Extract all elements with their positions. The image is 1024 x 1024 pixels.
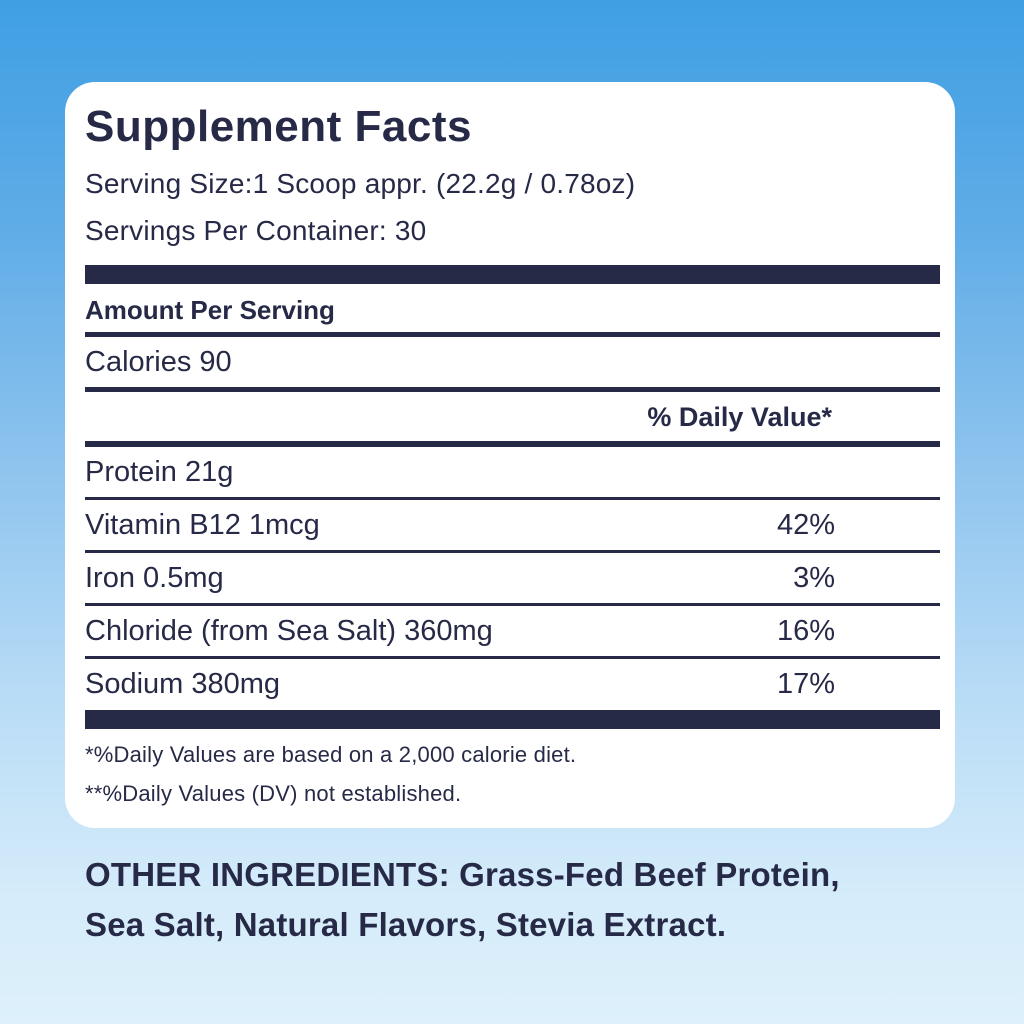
nutrient-dv: 17% bbox=[776, 668, 835, 700]
nutrient-row-sodium: Sodium 380mg 17% bbox=[85, 659, 940, 707]
nutrient-dv: 16% bbox=[776, 615, 835, 647]
nutrient-name: Vitamin B12 1mcg bbox=[85, 509, 320, 541]
calories-row: Calories 90 bbox=[85, 337, 940, 392]
nutrient-name: Sodium 380mg bbox=[85, 668, 281, 700]
nutrient-row-vitamin-b12: Vitamin B12 1mcg 42% bbox=[85, 500, 940, 553]
nutrient-row-chloride: Chloride (from Sea Salt) 360mg 16% bbox=[85, 606, 940, 659]
nutrient-name: Chloride (from Sea Salt) 360mg bbox=[85, 615, 493, 647]
serving-size-text: Serving Size:1 Scoop appr. (22.2g / 0.78… bbox=[85, 168, 636, 199]
divider-bar-bottom bbox=[85, 710, 940, 729]
panel-title: Supplement Facts bbox=[85, 102, 472, 151]
nutrient-row-iron: Iron 0.5mg 3% bbox=[85, 553, 940, 606]
other-ingredients-text: OTHER INGREDIENTS: Grass-Fed Beef Protei… bbox=[85, 856, 840, 943]
nutrient-dv: 3% bbox=[793, 562, 835, 594]
servings-per-container-text: Servings Per Container: 30 bbox=[85, 215, 427, 246]
nutrient-dv: 42% bbox=[776, 509, 835, 541]
footnote-dv-not-established: **%Daily Values (DV) not established. bbox=[85, 781, 462, 806]
supplement-facts-panel: Supplement Facts Serving Size:1 Scoop ap… bbox=[65, 82, 955, 828]
footnote-daily-values: *%Daily Values are based on a 2,000 calo… bbox=[85, 742, 577, 767]
divider-bar-top bbox=[85, 265, 940, 284]
nutrient-name: Iron 0.5mg bbox=[85, 562, 224, 594]
amount-per-serving-header: Amount Per Serving bbox=[85, 284, 940, 337]
daily-value-header: % Daily Value* bbox=[85, 392, 940, 447]
footnotes: *%Daily Values are based on a 2,000 calo… bbox=[85, 729, 940, 807]
nutrient-name: Protein 21g bbox=[85, 456, 234, 488]
nutrient-row-protein: Protein 21g bbox=[85, 447, 940, 500]
